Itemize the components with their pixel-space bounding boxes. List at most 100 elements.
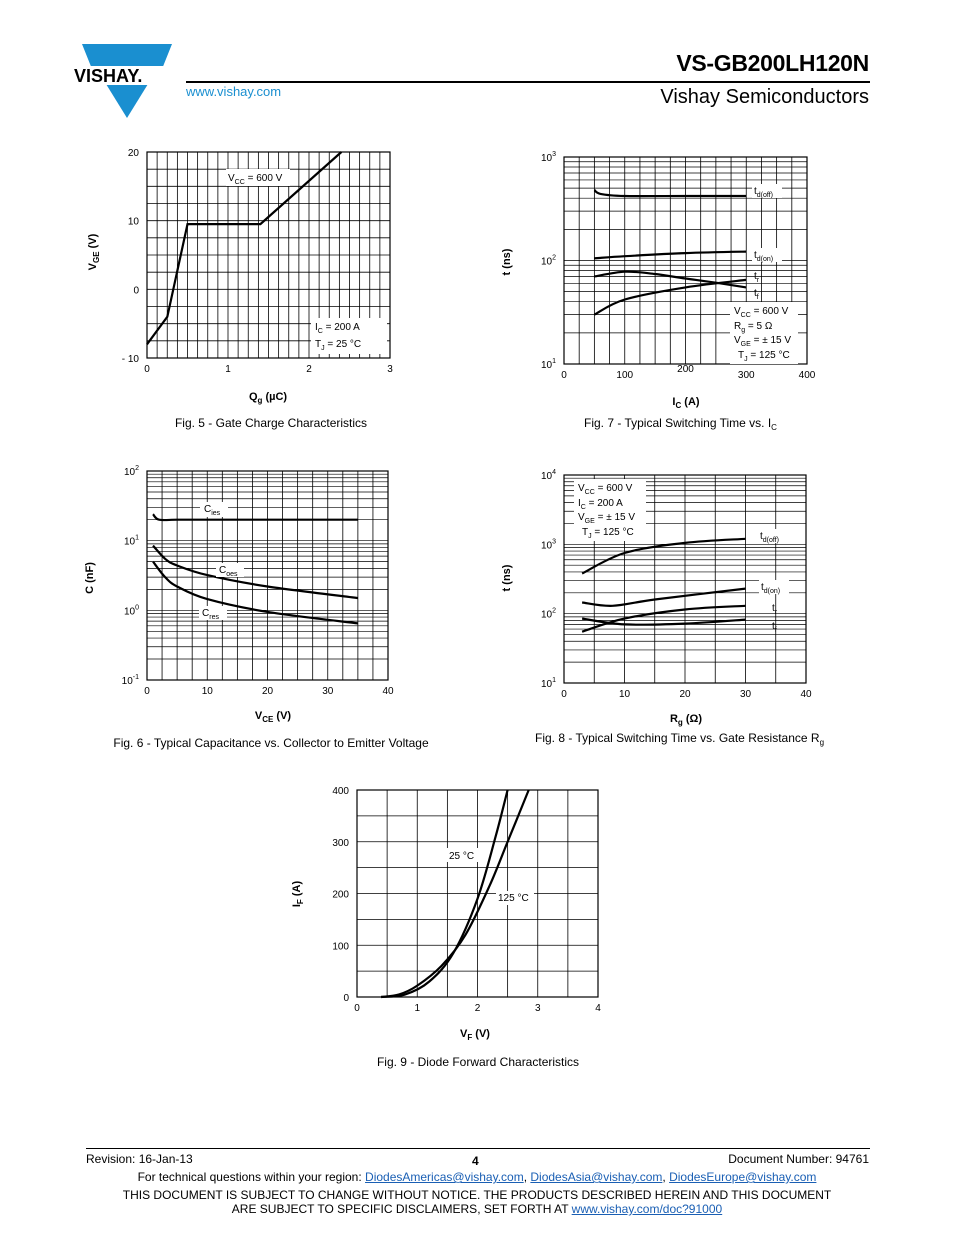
- vishay-logo-text: VISHAY.: [74, 66, 142, 86]
- fig7-ylabel: t (ns): [501, 248, 513, 275]
- fig8-label-tf: tf: [772, 621, 777, 634]
- fig9-label-25c: 25 °C: [449, 851, 474, 862]
- fig7-label-tdoff: td(off): [754, 186, 773, 199]
- fig6-lbl-bg-1: [200, 502, 228, 517]
- footer-disclaimer-2: ARE SUBJECT TO SPECIFIC DISCLAIMERS, SET…: [0, 1202, 954, 1216]
- fig8-series-line-2: [581, 587, 746, 607]
- fig7-cond-vge: VGE = ± 15 V: [734, 335, 791, 348]
- fig8-chart: 0 10 20 30 40 104 103 102 101 VCC = 600 V IC = 2…: [501, 469, 824, 747]
- fig8-series-line-3: [581, 604, 746, 633]
- footer-disclaimer-1: THIS DOCUMENT IS SUBJECT TO CHANGE WITHO…: [122, 1188, 832, 1202]
- fig5-xtick-label: 1: [225, 364, 231, 375]
- fig7-cond-tj: TJ = 125 °C: [738, 350, 790, 363]
- fig7-series-line-4: [594, 270, 747, 289]
- website-link[interactable]: www.vishay.com: [186, 84, 282, 99]
- fig6-chart: 0 10 20 30 40 102 101 100 10-1 Cies Coes Cres VC…: [84, 465, 429, 750]
- fig5-ylabel: VGE (V): [87, 233, 101, 270]
- footer-document-number: Document Number: 94761: [728, 1152, 869, 1166]
- fig5-note-ic: IC = 200 A: [315, 322, 360, 335]
- fig8-cond-bg: [574, 479, 646, 541]
- fig9-xtick-label: 2: [475, 1003, 481, 1014]
- fig6-ytick-label: 101: [124, 535, 139, 548]
- email-europe-link[interactable]: DiodesEurope@vishay.com: [669, 1170, 817, 1184]
- fig8-caption: Fig. 8 - Typical Switching Time vs. Gate…: [535, 731, 824, 747]
- fig7-cond-bg: [730, 302, 798, 364]
- email-asia-link[interactable]: DiodesAsia@vishay.com: [530, 1170, 663, 1184]
- fig7-label-tdon: td(on): [754, 250, 773, 263]
- fig9-xtick-label: 0: [354, 1003, 360, 1014]
- footer-rule: [86, 1148, 870, 1149]
- vishay-logo: VISHAY.: [72, 44, 176, 118]
- footer-contact: For technical questions within your regi…: [0, 1170, 954, 1184]
- fig6-xtick-label: 40: [382, 686, 394, 697]
- fig7-series-line-1: [593, 189, 747, 198]
- fig8-series-line-4: [581, 617, 746, 626]
- fig7-xtick-label: 0: [561, 370, 567, 381]
- email-americas-link[interactable]: DiodesAmericas@vishay.com: [365, 1170, 524, 1184]
- fig8-cond-vcc: VCC = 600 V: [578, 483, 633, 496]
- fig6-series-line-2: [152, 544, 359, 600]
- fig5-ytick-label: 20: [128, 148, 140, 159]
- fig5-note-bg: [226, 169, 290, 186]
- fig8-ytick-label: 103: [541, 538, 556, 551]
- fig5-xtick-label: 0: [144, 364, 150, 375]
- fig8-lbl-bg-2: [759, 580, 789, 594]
- fig8-ytick-label: 101: [541, 677, 556, 690]
- fig6-series-line-1: [152, 513, 358, 522]
- fig5-curves: [146, 151, 343, 345]
- fig8-tick-labels: 0 10 20 30 40 104 103 102 101: [541, 469, 812, 700]
- fig9-series-line-2: [380, 789, 530, 999]
- fig7-label-tr: tr: [754, 271, 760, 284]
- fig6-lbl-bg-3: [199, 606, 227, 620]
- fig6-ytick-label: 10-1: [122, 674, 139, 687]
- fig9-ytick-label: 100: [332, 941, 349, 952]
- fig5-ytick-label: 0: [133, 285, 139, 296]
- fig6-xtick-label: 10: [202, 686, 214, 697]
- fig7-curves: [593, 189, 747, 316]
- footer-page-number: 4: [472, 1154, 479, 1168]
- fig5-caption: Fig. 5 - Gate Charge Characteristics: [175, 416, 367, 430]
- footer-contact-prefix: For technical questions within your regi…: [137, 1170, 366, 1184]
- fig7-label-tf: tf: [754, 288, 759, 301]
- fig5-chart: 0 1 2 3 20 10 0 - 10 VCC = 600 V IC = 200 A TJ …: [87, 148, 393, 430]
- fig9-frame: [356, 789, 599, 998]
- fig7-ytick-label: 102: [541, 255, 556, 268]
- fig6-xtick-label: 20: [262, 686, 274, 697]
- fig5-ytick-label: - 10: [122, 354, 140, 365]
- fig6-ylabel: C (nF): [84, 562, 96, 594]
- fig6-series-line-3: [152, 560, 359, 625]
- fig7-series-line-2: [594, 250, 747, 260]
- fig9-lbl-bg-2: [496, 891, 534, 905]
- fig8-label-tdon: td(on): [761, 582, 780, 595]
- fig7-lbl-bg-2: [752, 248, 782, 262]
- fig9-xtick-label: 4: [595, 1003, 601, 1014]
- fig5-series-line-1: [146, 151, 343, 345]
- fig8-ytick-label: 102: [541, 608, 556, 621]
- fig8-xtick-label: 40: [800, 689, 812, 700]
- fig9-chart: 0 1 2 3 4 400 300 200 100 0 25 °C 125 °C VF (V) I…: [291, 786, 601, 1069]
- fig6-tick-labels: 0 10 20 30 40 102 101 100 10-1: [122, 465, 394, 697]
- fig8-xlabel: Rg (Ω): [670, 713, 702, 727]
- disclaimer-link[interactable]: www.vishay.com/doc?91000: [571, 1202, 723, 1216]
- fig5-xlabel: Qg (µC): [249, 391, 287, 405]
- fig8-label-tr: tr: [772, 603, 778, 616]
- fig8-xtick-label: 30: [740, 689, 752, 700]
- fig6-label-coes: Coes: [219, 565, 238, 578]
- fig6-frame: [146, 470, 389, 681]
- fig7-lbl-bg-1: [752, 184, 782, 198]
- fig5-note-tj: TJ = 25 °C: [315, 339, 361, 352]
- fig7-frame: [563, 156, 808, 365]
- fig6-grid: [146, 470, 389, 681]
- fig7-xtick-label: 200: [677, 364, 694, 375]
- fig7-xtick-label: 300: [738, 370, 755, 381]
- fig9-curves: [380, 789, 530, 999]
- fig9-tick-labels: 0 1 2 3 4 400 300 200 100 0: [332, 786, 601, 1014]
- fig5-ytick-label: 10: [128, 217, 140, 228]
- fig9-ytick-label: 300: [332, 838, 349, 849]
- fig8-cond-vge: VGE = ± 15 V: [578, 512, 635, 525]
- fig5-frame: [146, 151, 391, 359]
- fig9-caption: Fig. 9 - Diode Forward Characteristics: [377, 1055, 579, 1069]
- fig9-grid: [356, 789, 599, 998]
- fig8-frame: [563, 474, 807, 684]
- fig6-curves: [152, 513, 359, 625]
